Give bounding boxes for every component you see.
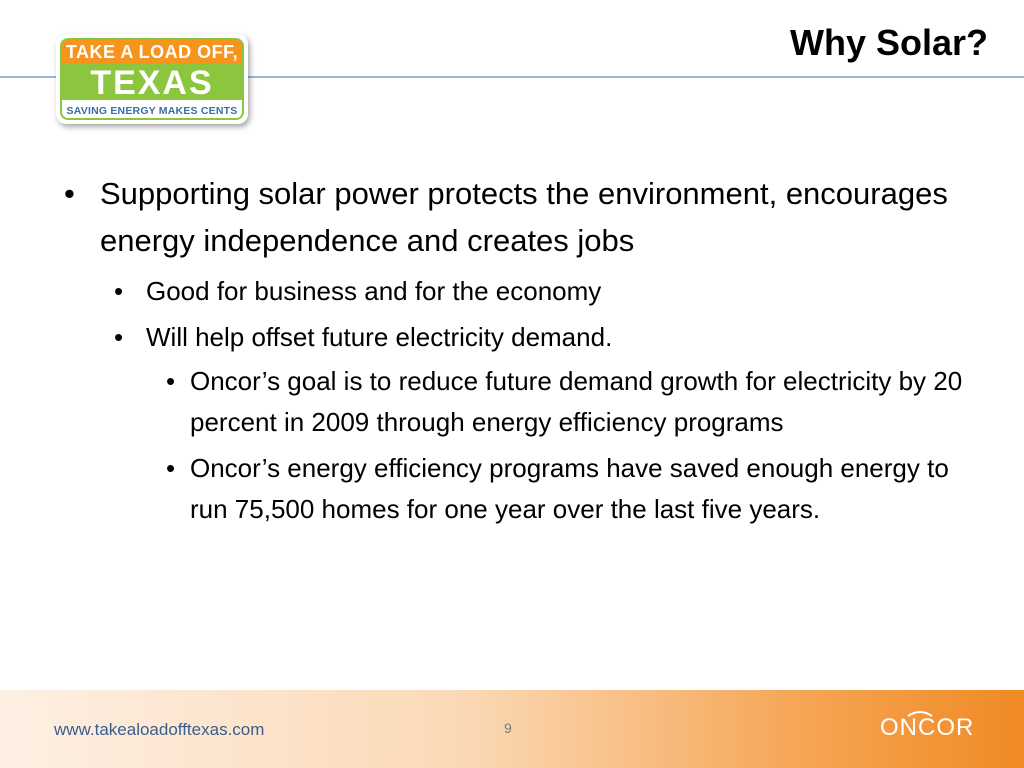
bullet-level3: • Oncor’s energy efficiency programs hav… (166, 448, 984, 530)
bullet-dot-icon: • (166, 453, 176, 483)
slide-title: Why Solar? (789, 22, 988, 63)
logo-tagline-top: TAKE A LOAD OFF, (62, 40, 242, 64)
bullet-level2: • Good for business and for the economy (114, 268, 984, 314)
bullet-level1: • Supporting solar power protects the en… (64, 170, 984, 264)
oncor-wordmark: ONCOR (880, 714, 975, 741)
bullet-dot-icon: • (114, 276, 124, 306)
bullet-text: Will help offset future electricity dema… (146, 322, 613, 352)
page-number: 9 (504, 720, 512, 736)
bullet-text: Supporting solar power protects the envi… (100, 176, 948, 258)
footer-website-link[interactable]: www.takealoadofftexas.com (54, 720, 265, 739)
logo-texas-wordmark: TEXAS (62, 64, 242, 102)
logo-slogan: SAVING ENERGY MAKES CENTS (66, 105, 238, 117)
bullet-dot-icon: • (166, 366, 176, 396)
bullet-text: Oncor’s goal is to reduce future demand … (190, 366, 963, 437)
take-a-load-off-texas-logo: TAKE A LOAD OFF, TEXAS SAVING ENERGY MAK… (56, 34, 248, 124)
footer-bar: www.takealoadofftexas.com 9 ONCOR (0, 690, 1024, 768)
bullet-text: Oncor’s energy efficiency programs have … (190, 453, 949, 524)
bullet-text: Good for business and for the economy (146, 276, 602, 306)
bullet-level3: • Oncor’s goal is to reduce future deman… (166, 361, 984, 443)
bullet-list: • Supporting solar power protects the en… (64, 170, 984, 535)
oncor-logo: ONCOR (880, 708, 980, 748)
oncor-arc-icon (907, 711, 933, 717)
header-divider (0, 76, 1024, 78)
bullet-dot-icon: • (114, 322, 124, 352)
bullet-level2: • Will help offset future electricity de… (114, 314, 984, 360)
bullet-dot-icon: • (64, 176, 75, 211)
logo-frame: TAKE A LOAD OFF, TEXAS SAVING ENERGY MAK… (60, 38, 244, 120)
